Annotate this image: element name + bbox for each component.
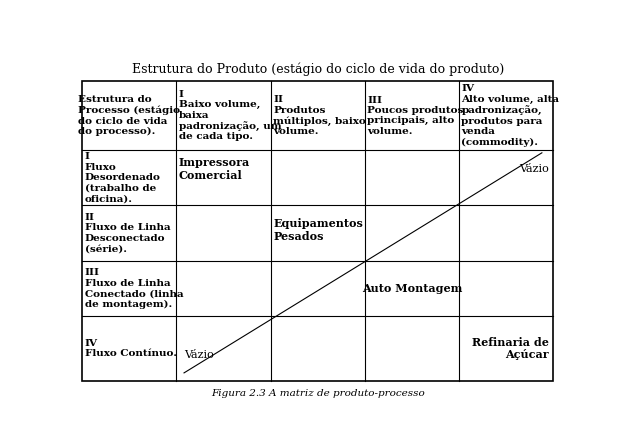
Text: IV
Alto volume, alta
padronização,
produtos para
venda
(commodity).: IV Alto volume, alta padronização, produ…	[461, 84, 559, 147]
Text: IV
Fluxo Contínuo.: IV Fluxo Contínuo.	[85, 339, 177, 358]
Text: Impressora
Comercial: Impressora Comercial	[179, 157, 250, 181]
Text: III
Fluxo de Linha
Conectado (linha
de montagem).: III Fluxo de Linha Conectado (linha de m…	[85, 268, 184, 309]
Text: Estrutura do Produto (estágio do ciclo de vida do produto): Estrutura do Produto (estágio do ciclo d…	[131, 63, 504, 76]
Text: Equipamentos
Pesados: Equipamentos Pesados	[273, 218, 363, 241]
Text: Vázio: Vázio	[519, 164, 548, 174]
Text: Vázio: Vázio	[184, 350, 213, 360]
Bar	[82, 81, 553, 381]
Text: Figura 2.3 A matriz de produto-processo: Figura 2.3 A matriz de produto-processo	[211, 389, 425, 398]
Text: II
Produtos
múltiplos, baixo
volume.: II Produtos múltiplos, baixo volume.	[273, 95, 366, 136]
Text: Auto Montagem: Auto Montagem	[361, 283, 462, 294]
Text: Estrutura do
Processo (estágio
do ciclo de vida
do processo).: Estrutura do Processo (estágio do ciclo …	[78, 95, 180, 136]
Text: I
Baixo volume,
baixa
padronização, um
de cada tipo.: I Baixo volume, baixa padronização, um d…	[179, 90, 281, 142]
Text: II
Fluxo de Linha
Desconectado
(série).: II Fluxo de Linha Desconectado (série).	[85, 213, 170, 253]
Text: III
Poucos produtos
principais, alto
volume.: III Poucos produtos principais, alto vol…	[367, 96, 464, 136]
Text: I
Fluxo
Desordenado
(trabalho de
oficina).: I Fluxo Desordenado (trabalho de oficina…	[85, 152, 161, 203]
Text: Refinaria de
Açúcar: Refinaria de Açúcar	[472, 337, 548, 360]
